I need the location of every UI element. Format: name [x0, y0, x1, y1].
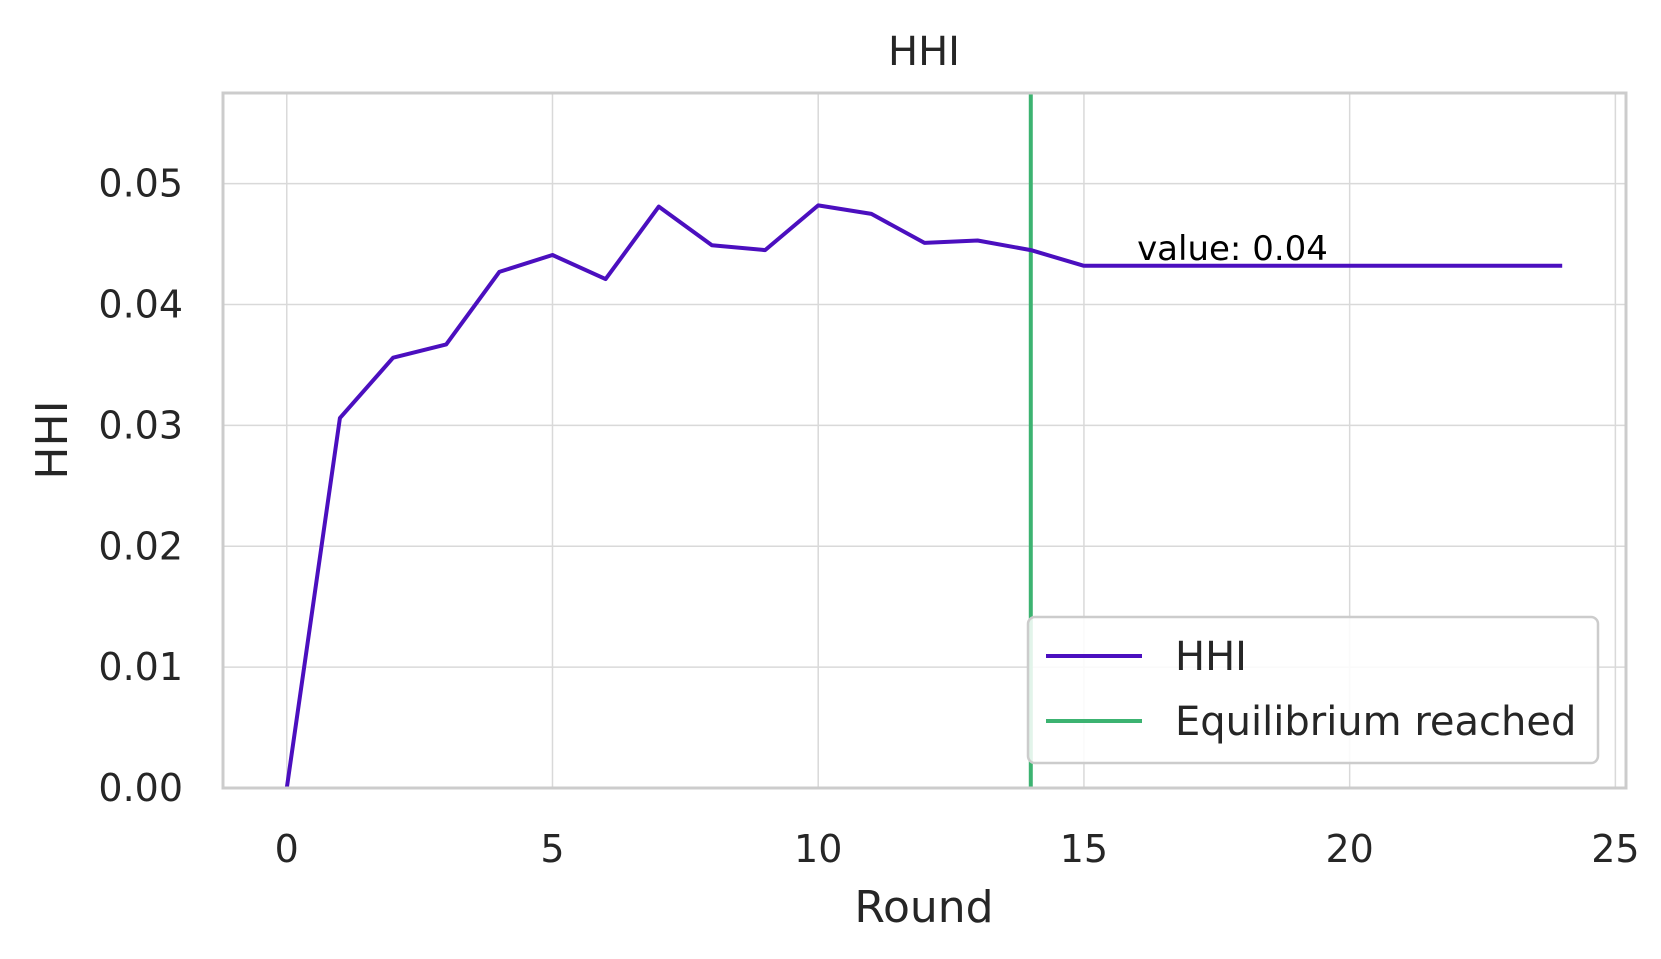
- x-axis-label: Round: [854, 882, 993, 933]
- plot-frame: [221, 91, 1628, 790]
- x-tick-label: 5: [540, 827, 564, 871]
- y-tick-label: 0.03: [98, 403, 183, 447]
- x-tick-label: 10: [794, 827, 842, 871]
- y-tick-label: 0.05: [98, 162, 183, 206]
- y-tick-label: 0.04: [98, 283, 183, 327]
- x-tick-label: 25: [1591, 827, 1639, 871]
- x-tick-label: 15: [1060, 827, 1108, 871]
- y-tick-label: 0.00: [98, 766, 183, 810]
- legend-label-hhi: HHI: [1175, 634, 1247, 680]
- legend: HHI Equilibrium reached: [1026, 615, 1600, 765]
- chart-title: HHI: [888, 29, 960, 75]
- value-annotation: value: 0.04: [1137, 229, 1328, 269]
- ticks: 0 5 10 15 20 25 0.00 0.01 0.02 0.03 0.04 0.05: [98, 162, 1639, 871]
- legend-label-equilibrium: Equilibrium reached: [1175, 699, 1576, 745]
- y-tick-label: 0.01: [98, 645, 183, 689]
- legend-box: [1026, 615, 1600, 765]
- x-tick-label: 0: [275, 827, 299, 871]
- y-axis-label: HHI: [27, 400, 78, 479]
- x-tick-label: 20: [1325, 827, 1373, 871]
- y-tick-label: 0.02: [98, 524, 183, 568]
- hhi-series-line: [284, 203, 1563, 789]
